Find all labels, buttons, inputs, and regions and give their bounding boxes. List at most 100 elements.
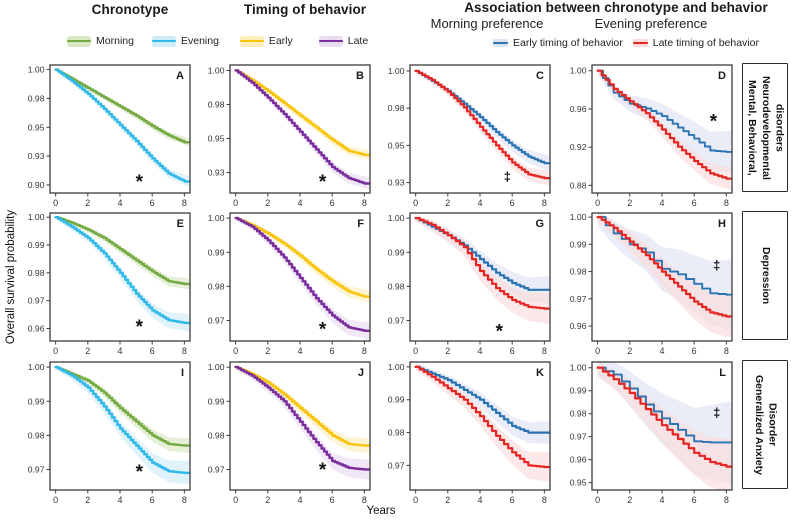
y-tick-label: 0.97	[570, 432, 587, 442]
panel-B: 1.00 0.98 0.95 0.93 0 2 4 6 8 B *	[208, 64, 371, 208]
x-tick-label: 8	[724, 198, 729, 208]
y-tick-label: 0.95	[208, 134, 225, 144]
series-line	[54, 68, 190, 183]
x-tick-label: 6	[510, 198, 515, 208]
series-line	[54, 216, 190, 325]
x-tick-label: 4	[477, 495, 482, 505]
x-tick-label: 0	[595, 198, 600, 208]
y-tick-label: 0.96	[570, 455, 587, 465]
significance-annotation: *	[136, 317, 144, 338]
y-tick-label: 0.95	[28, 122, 45, 132]
panel-E: 1.00 0.99 0.98 0.97 0.96 0 2 4 6 8 E *	[28, 212, 191, 356]
x-tick-label: 6	[330, 495, 335, 505]
significance-annotation: *	[496, 321, 504, 342]
column-title-association: Association between chronotype and behav…	[464, 0, 768, 15]
x-tick-label: 8	[724, 495, 729, 505]
panel-K: 1.00 0.99 0.98 0.97 0 2 4 6 8 K	[388, 361, 551, 505]
row-label-box-gad: Generalized Anxiety Disorder	[742, 360, 788, 489]
y-tick-label: 0.98	[28, 268, 45, 278]
panel-letter: J	[358, 367, 364, 379]
x-tick-label: 8	[182, 346, 187, 356]
x-tick-label: 2	[265, 198, 270, 208]
plot-area	[414, 214, 550, 324]
y-tick-label: 0.99	[570, 386, 587, 396]
significance-annotation: *	[319, 460, 327, 481]
y-tick-label: 0.88	[570, 180, 587, 190]
y-tick-label: 0.98	[388, 281, 405, 291]
legend-label: Early	[268, 35, 293, 47]
x-tick-label: 4	[117, 495, 122, 505]
legend-item: Morning	[67, 35, 134, 47]
series-line	[54, 68, 190, 144]
x-tick-label: 0	[53, 198, 58, 208]
plot-area	[414, 363, 550, 482]
y-tick-label: 0.93	[208, 168, 225, 178]
legend-item: Early	[239, 35, 293, 47]
x-tick-label: 4	[477, 198, 482, 208]
row-label-box-mental-behavioral: Mental, Behavioral, Neurodevelopmental d…	[742, 63, 788, 192]
x-tick-label: 4	[659, 346, 664, 356]
panel-A: 1.00 0.98 0.95 0.93 0.90 0 2 4 6 8 A *	[28, 64, 191, 208]
legend-line-icon	[632, 41, 648, 45]
y-tick-label: 0.95	[388, 140, 405, 150]
y-tick-label: 0.97	[28, 465, 45, 475]
y-tick-label: 0.97	[570, 294, 587, 304]
plot-area	[234, 68, 370, 190]
row-label-box-depression: Depression	[742, 211, 788, 340]
x-tick-label: 8	[542, 495, 547, 505]
panel-letter: E	[177, 218, 184, 230]
panel-L: 1.00 0.99 0.98 0.97 0.96 0.95 0 2 4 6 8 L ‡	[570, 361, 733, 505]
y-tick-label: 0.93	[388, 178, 405, 188]
plot-area	[414, 68, 550, 186]
y-tick-label: 1.00	[388, 66, 405, 76]
panel-letter: C	[536, 70, 544, 82]
x-tick-label: 2	[265, 495, 270, 505]
x-tick-label: 0	[595, 346, 600, 356]
x-tick-label: 0	[413, 198, 418, 208]
y-tick-label: 1.00	[28, 362, 45, 372]
y-tick-label: 0.96	[570, 321, 587, 331]
x-tick-label: 0	[413, 495, 418, 505]
panel-letter: B	[356, 70, 364, 82]
legend-swatch-icon	[632, 39, 648, 47]
x-tick-label: 4	[297, 346, 302, 356]
confidence-band	[415, 214, 550, 324]
x-tick-label: 2	[265, 346, 270, 356]
confidence-band	[597, 66, 732, 173]
x-tick-label: 2	[445, 495, 450, 505]
x-tick-label: 4	[477, 346, 482, 356]
y-tick-label: 0.93	[28, 151, 45, 161]
legend-swatch-icon	[493, 39, 509, 47]
legend-swatch-icon	[151, 35, 176, 47]
series-line	[234, 69, 370, 157]
x-tick-label: 6	[692, 495, 697, 505]
y-tick-label: 0.95	[570, 478, 587, 488]
legend-line-icon	[67, 39, 92, 43]
y-tick-label: 0.90	[28, 180, 45, 190]
plot-area	[54, 214, 190, 332]
x-tick-label: 2	[85, 495, 90, 505]
panel-J: 1.00 0.99 0.98 0.97 0 2 4 6 8 J *	[208, 361, 371, 505]
legend-association: Early timing of behavior Late timing of b…	[468, 35, 784, 51]
y-tick-label: 0.99	[208, 396, 225, 406]
x-axis-label: Years	[366, 505, 396, 517]
panel-C: 1.00 0.98 0.95 0.93 0 2 4 6 8 C ‡	[388, 64, 551, 208]
x-tick-label: 2	[85, 198, 90, 208]
x-tick-label: 6	[692, 198, 697, 208]
legend-swatch-icon	[67, 35, 92, 47]
column-title-chronotype: Chronotype	[91, 2, 169, 17]
series-line	[596, 216, 732, 296]
significance-annotation: *	[319, 320, 327, 341]
panel-I: 1.00 0.99 0.98 0.97 0 2 4 6 8 I *	[28, 361, 191, 505]
panel-G: 1.00 0.99 0.98 0.97 0 2 4 6 8 G *	[388, 212, 551, 356]
y-tick-label: 1.00	[208, 213, 225, 223]
plot-area	[54, 364, 190, 485]
y-tick-label: 0.99	[388, 395, 405, 405]
y-tick-label: 0.96	[570, 104, 587, 114]
row-label-text: Generalized Anxiety Disorder	[753, 374, 779, 475]
x-tick-label: 6	[510, 495, 515, 505]
series-line	[596, 69, 732, 153]
x-tick-label: 4	[297, 495, 302, 505]
y-tick-label: 1.00	[208, 362, 225, 372]
